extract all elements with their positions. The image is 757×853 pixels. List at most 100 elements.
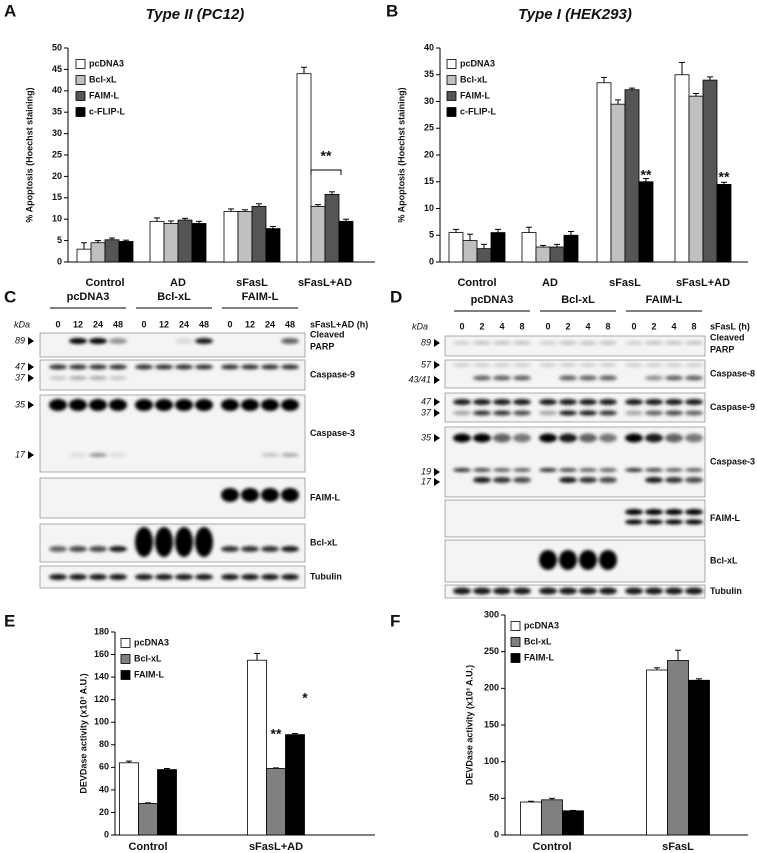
time-label: 0 (55, 319, 60, 329)
band (599, 399, 617, 405)
band (559, 477, 577, 483)
legend-label: pcDNA3 (524, 620, 559, 630)
band (261, 574, 279, 580)
band (513, 587, 531, 595)
band (559, 550, 577, 570)
band (453, 363, 471, 367)
band (155, 364, 173, 370)
band (559, 341, 577, 345)
panel-letter: F (390, 611, 400, 630)
band (685, 363, 703, 367)
kda-marker: 35 (15, 399, 26, 409)
bar (535, 246, 551, 263)
kda-label: kDa (14, 319, 30, 329)
band (473, 587, 491, 595)
time-label: 4 (499, 321, 504, 331)
kda-marker: 57 (421, 359, 432, 369)
annotation: ** (271, 726, 282, 742)
y-tick-label: 200 (484, 683, 499, 693)
marker-arrow (28, 451, 34, 459)
bar (118, 241, 134, 263)
y-tick-label: 150 (484, 719, 499, 729)
time-label: 12 (159, 319, 169, 329)
group-label: Bcl-xL (157, 291, 191, 303)
bar (563, 234, 579, 263)
bar (521, 232, 537, 263)
band (195, 527, 213, 557)
y-tick-label: 140 (94, 671, 109, 681)
legend-label: Bcl-xL (134, 653, 162, 663)
band (685, 433, 703, 443)
group-label: pcDNA3 (471, 294, 514, 306)
band (281, 453, 299, 457)
band (559, 399, 577, 405)
band (665, 587, 683, 595)
error-bar (292, 733, 298, 735)
band (539, 433, 557, 443)
band (665, 509, 683, 515)
band (685, 410, 703, 416)
legend-label: FAIM-L (134, 669, 164, 679)
x-tick-label: Control (128, 841, 167, 853)
bar (448, 232, 464, 263)
bar (285, 734, 305, 836)
band (281, 546, 299, 552)
band (685, 519, 703, 525)
band (645, 341, 663, 345)
error-bar (95, 240, 101, 243)
kda-marker: 35 (421, 432, 432, 442)
y-tick-label: 5 (57, 235, 62, 245)
bar (76, 248, 92, 263)
bar (223, 211, 239, 263)
time-label: 0 (631, 321, 636, 331)
bar (646, 669, 668, 836)
y-tick-label: 0 (104, 829, 109, 839)
group-label: FAIM-L (242, 291, 279, 303)
y-tick-label: 20 (52, 171, 62, 181)
time-label: 8 (691, 321, 696, 331)
band (513, 410, 531, 416)
band (195, 364, 213, 370)
x-tick-label: sFasL+AD (676, 277, 730, 289)
bar (674, 74, 690, 263)
row-label: Caspase-3 (310, 428, 355, 438)
blot-strip (39, 332, 306, 358)
error-bar (126, 760, 132, 763)
band (473, 468, 491, 472)
error-bar (123, 239, 129, 242)
y-tick-label: 0 (494, 829, 499, 839)
bar (157, 769, 177, 836)
y-tick-label: 0 (57, 256, 62, 266)
blot-bands (539, 550, 617, 570)
band (89, 399, 107, 411)
kda-marker: 47 (15, 361, 26, 371)
band (559, 433, 577, 443)
band (513, 375, 531, 381)
annotation: ** (321, 148, 332, 164)
x-tick-label: sFasL (609, 277, 641, 289)
band (109, 453, 127, 457)
error-bar (679, 61, 685, 75)
band (579, 550, 597, 570)
band (473, 341, 491, 345)
error-bar (145, 802, 151, 804)
band (49, 376, 67, 380)
time-label: 8 (519, 321, 524, 331)
band (241, 364, 259, 370)
row-label: Caspase-8 (710, 368, 755, 378)
time-label: 0 (227, 319, 232, 329)
band (49, 399, 67, 411)
legend-swatch (446, 91, 457, 101)
annotation: ** (641, 167, 652, 183)
band (579, 363, 597, 367)
band (261, 453, 279, 457)
blot-strip (444, 392, 706, 423)
marker-arrow (434, 376, 440, 384)
band (579, 410, 597, 416)
error-bar (315, 204, 321, 207)
band (665, 341, 683, 345)
band (69, 376, 87, 380)
band (175, 364, 193, 370)
band (665, 477, 683, 483)
error-bar (696, 678, 702, 681)
